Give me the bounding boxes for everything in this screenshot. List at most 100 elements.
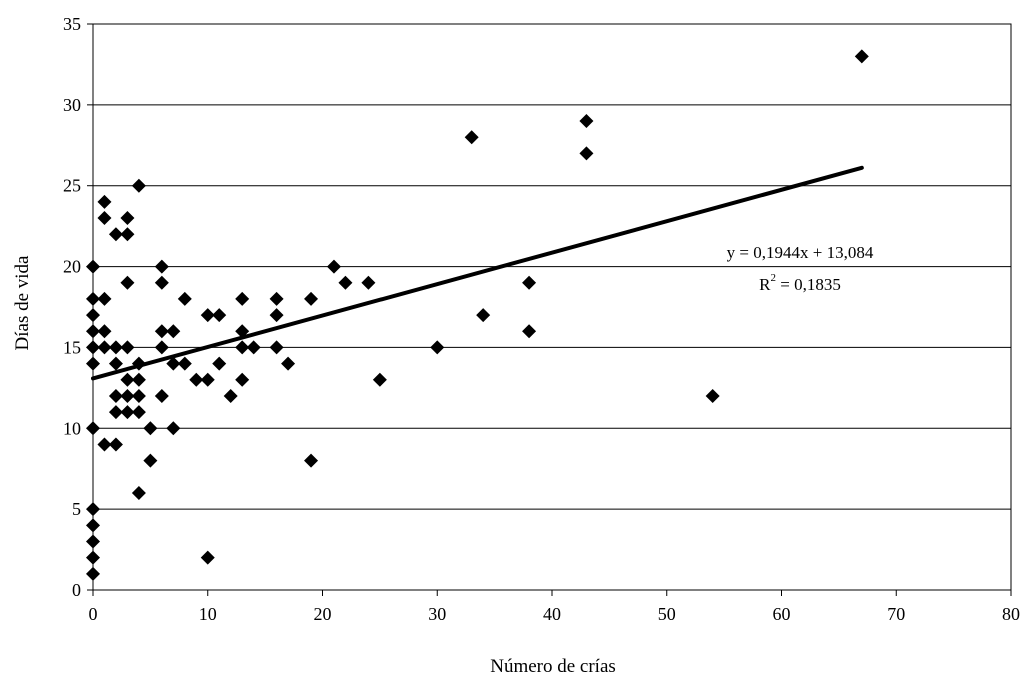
x-tick-label: 50 — [658, 604, 676, 624]
data-point — [97, 437, 112, 452]
data-point — [166, 324, 181, 339]
y-tick-label: 30 — [63, 95, 81, 115]
data-point — [97, 340, 112, 355]
data-point — [120, 227, 135, 242]
data-point — [338, 275, 353, 290]
data-point — [97, 194, 112, 209]
data-point — [86, 340, 100, 355]
data-point — [246, 340, 261, 355]
data-point — [464, 130, 479, 145]
data-point — [120, 372, 135, 387]
data-point — [522, 324, 537, 339]
data-point — [108, 437, 123, 452]
data-point — [166, 356, 181, 371]
data-point — [97, 324, 112, 339]
data-point — [97, 211, 112, 226]
y-tick-label: 0 — [72, 580, 81, 600]
x-axis-title: Número de crías — [490, 656, 616, 677]
trendline — [91, 165, 864, 381]
data-point — [177, 291, 192, 306]
data-point — [86, 421, 100, 436]
data-point — [86, 502, 100, 517]
data-point — [200, 550, 215, 565]
data-point — [430, 340, 445, 355]
data-point — [131, 178, 146, 193]
y-tick-label: 25 — [63, 176, 81, 196]
data-point — [212, 308, 227, 323]
data-point — [579, 146, 594, 161]
data-point — [86, 566, 100, 581]
data-point — [154, 324, 169, 339]
data-point — [131, 405, 146, 420]
data-point — [108, 405, 123, 420]
y-axis-title: Días de vida — [12, 255, 33, 351]
data-point — [281, 356, 296, 371]
data-point — [131, 388, 146, 403]
data-point — [235, 340, 250, 355]
data-point — [189, 372, 204, 387]
data-point — [131, 485, 146, 500]
x-axis-ticks: 0 10 20 30 40 50 60 70 80 — [89, 590, 1020, 624]
data-points — [86, 49, 869, 581]
trendline-equation: y = 0,1944x + 13,084 — [727, 243, 874, 262]
data-point — [86, 550, 100, 565]
data-point — [326, 259, 341, 274]
plot-area-border — [92, 23, 1012, 591]
x-tick-label: 30 — [428, 604, 446, 624]
data-point — [86, 356, 100, 371]
data-point — [108, 388, 123, 403]
data-point — [372, 372, 387, 387]
data-point — [579, 114, 594, 129]
data-point — [200, 372, 215, 387]
data-point — [86, 308, 100, 323]
r-squared-exponent: 2 — [771, 272, 777, 284]
x-tick-label: 20 — [314, 604, 332, 624]
data-point — [212, 356, 227, 371]
y-tick-label: 10 — [63, 418, 81, 438]
data-point — [304, 453, 319, 468]
data-point — [97, 291, 112, 306]
data-point — [522, 275, 537, 290]
gridlines — [93, 104, 1011, 510]
data-point — [235, 291, 250, 306]
data-point — [223, 388, 238, 403]
data-point — [143, 453, 158, 468]
data-point — [86, 324, 100, 339]
data-point — [154, 340, 169, 355]
data-point — [120, 405, 135, 420]
x-tick-label: 40 — [543, 604, 561, 624]
data-point — [120, 340, 135, 355]
data-point — [86, 291, 100, 306]
y-tick-label: 5 — [72, 499, 81, 519]
r-squared-value: = 0,1835 — [776, 275, 841, 294]
data-point — [304, 291, 319, 306]
data-point — [154, 275, 169, 290]
data-point — [235, 372, 250, 387]
y-tick-label: 15 — [63, 337, 81, 357]
data-point — [269, 308, 284, 323]
data-point — [361, 275, 376, 290]
y-axis-ticks: 0 5 10 15 20 25 30 35 — [63, 14, 93, 600]
data-point — [108, 340, 123, 355]
data-point — [120, 275, 135, 290]
data-point — [166, 421, 181, 436]
x-tick-label: 10 — [199, 604, 217, 624]
r-squared-prefix: R — [759, 275, 771, 294]
data-point — [131, 372, 146, 387]
data-point — [120, 211, 135, 226]
r-squared-label: R2 = 0,1835 — [759, 272, 841, 294]
data-point — [120, 388, 135, 403]
data-point — [269, 291, 284, 306]
x-tick-label: 70 — [887, 604, 905, 624]
data-point — [154, 388, 169, 403]
data-point — [108, 227, 123, 242]
data-point — [86, 534, 100, 549]
x-tick-label: 60 — [773, 604, 791, 624]
y-tick-label: 20 — [63, 257, 81, 277]
data-point — [705, 388, 720, 403]
data-point — [143, 421, 158, 436]
data-point — [86, 259, 100, 274]
data-point — [177, 356, 192, 371]
x-tick-label: 0 — [89, 604, 98, 624]
